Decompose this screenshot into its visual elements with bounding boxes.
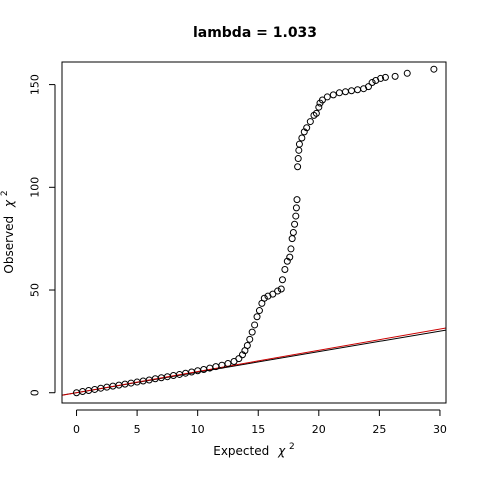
plot-frame <box>61 61 447 404</box>
data-point <box>364 83 372 91</box>
y-axis: 0 50 100 150 <box>29 74 56 396</box>
data-point <box>251 321 259 329</box>
data-point <box>303 124 311 132</box>
y-axis-label: Observed χ 2 <box>0 190 16 273</box>
data-point <box>430 65 438 73</box>
reference-lines <box>62 327 446 396</box>
reference-line-1 <box>62 327 446 396</box>
chart-title: lambda = 1.033 <box>193 25 317 41</box>
data-point <box>381 73 389 81</box>
y-axis-label-symbol: χ <box>2 199 16 208</box>
data-point <box>291 220 299 228</box>
y-tick-label: 150 <box>29 74 42 95</box>
x-axis-label: Expected χ 2 <box>213 442 295 458</box>
x-tick-label: 10 <box>191 423 205 436</box>
x-tick-label: 15 <box>251 423 265 436</box>
data-point <box>377 74 385 82</box>
data-point <box>294 163 302 171</box>
data-point <box>403 69 411 77</box>
data-points <box>73 65 438 397</box>
data-point <box>286 253 294 261</box>
x-axis: 0 5 10 15 20 25 30 <box>73 409 447 436</box>
data-point <box>294 155 302 163</box>
data-point <box>243 341 251 349</box>
data-point <box>318 96 326 104</box>
y-axis-label-text: Observed <box>2 216 16 274</box>
data-point <box>255 307 263 315</box>
data-point <box>289 229 297 236</box>
data-point <box>298 134 306 142</box>
data-point <box>323 93 331 101</box>
data-point <box>306 118 314 126</box>
data-point <box>260 294 268 302</box>
data-point <box>292 204 300 212</box>
y-tick-label: 50 <box>29 283 42 297</box>
data-point <box>368 79 376 87</box>
data-point <box>224 360 232 368</box>
data-point <box>312 109 320 117</box>
data-point <box>315 103 323 111</box>
data-point <box>235 355 243 363</box>
x-tick-label: 30 <box>433 423 447 436</box>
y-tick-label: 100 <box>29 177 42 198</box>
data-point <box>274 287 282 295</box>
data-point <box>277 285 285 293</box>
plot-area <box>61 61 447 404</box>
x-axis-label-symbol: χ <box>277 444 286 458</box>
data-point <box>287 245 295 253</box>
data-point <box>292 212 300 220</box>
x-tick-label: 0 <box>73 423 80 436</box>
x-axis-label-superscript: 2 <box>289 442 295 452</box>
data-point <box>329 91 337 99</box>
data-point <box>253 313 261 321</box>
data-point <box>281 265 289 273</box>
data-point <box>248 328 256 336</box>
data-point <box>293 196 301 204</box>
y-axis-label-superscript: 2 <box>0 190 10 196</box>
data-point <box>246 335 254 343</box>
x-tick-label: 20 <box>312 423 326 436</box>
x-axis-label-text: Expected <box>213 444 269 458</box>
x-tick-label: 25 <box>372 423 386 436</box>
y-tick-label: 0 <box>29 389 42 396</box>
data-point <box>295 140 303 148</box>
x-tick-label: 5 <box>134 423 141 436</box>
data-point <box>278 276 286 284</box>
data-point <box>391 72 399 80</box>
data-point <box>269 290 277 298</box>
